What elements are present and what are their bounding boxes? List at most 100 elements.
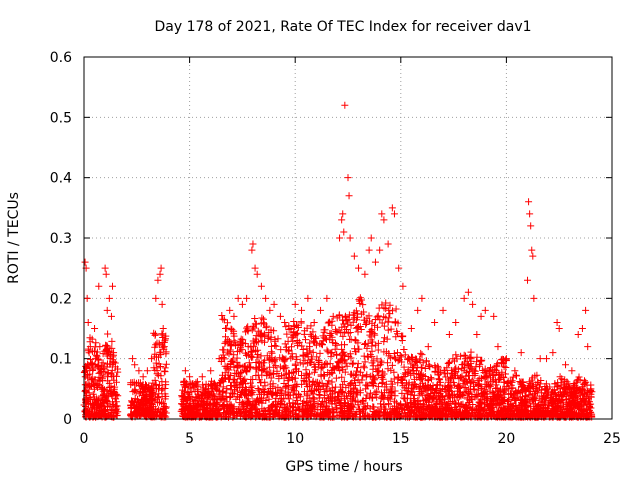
roti-point xyxy=(562,361,570,369)
roti-point xyxy=(257,282,265,290)
x-tick-label: 20 xyxy=(497,431,515,447)
y-tick-label: 0.5 xyxy=(50,110,72,126)
roti-point xyxy=(110,349,118,357)
roti-point xyxy=(481,306,489,314)
y-axis-label: ROTI / TECUs xyxy=(6,192,22,284)
roti-point xyxy=(553,318,561,326)
roti-point xyxy=(367,234,375,242)
roti-point xyxy=(215,355,223,363)
roti-point xyxy=(526,210,534,218)
y-tick-label: 0.3 xyxy=(50,231,72,247)
roti-point xyxy=(96,343,104,351)
roti-point xyxy=(524,276,532,284)
roti-point xyxy=(323,294,331,302)
roti-point xyxy=(460,294,468,302)
roti-point xyxy=(287,325,295,332)
roti-point xyxy=(388,204,396,212)
y-tick-labels: 0 0.1 0.2 0.3 0.4 0.5 0.6 xyxy=(50,50,72,428)
roti-point xyxy=(266,306,274,314)
roti-point xyxy=(192,379,200,387)
roti-point xyxy=(226,306,234,314)
y-tick-label: 0.1 xyxy=(50,352,72,368)
roti-point xyxy=(469,300,477,308)
roti-point xyxy=(464,288,472,296)
roti-point xyxy=(109,282,117,290)
roti-point xyxy=(131,361,139,369)
roti-point xyxy=(384,240,392,248)
roti-point xyxy=(230,312,238,320)
roti-point xyxy=(81,258,89,266)
roti-point xyxy=(473,331,481,339)
roti-point xyxy=(536,355,544,363)
roti-point xyxy=(414,306,422,314)
roti-point xyxy=(418,294,426,302)
roti-series xyxy=(81,101,595,393)
roti-point xyxy=(107,312,115,320)
roti-point xyxy=(350,252,358,260)
roti-point xyxy=(568,367,576,375)
roti-point xyxy=(407,325,415,332)
roti-point xyxy=(207,367,215,375)
x-tick-label: 25 xyxy=(603,431,621,447)
roti-point xyxy=(143,367,151,375)
roti-point xyxy=(395,264,403,272)
roti-point xyxy=(371,258,379,266)
roti-point xyxy=(310,318,318,326)
x-tick-label: 10 xyxy=(286,431,304,447)
roti-point xyxy=(345,192,353,200)
roti-point xyxy=(361,270,369,278)
chart-title: Day 178 of 2021, Rate Of TEC Index for r… xyxy=(154,19,531,35)
roti-point xyxy=(157,264,165,272)
y-tick-label: 0.2 xyxy=(50,291,72,307)
roti-point xyxy=(511,367,519,375)
roti-point xyxy=(399,282,407,290)
roti-point xyxy=(390,210,398,218)
plot-frame xyxy=(83,56,613,420)
roti-point xyxy=(339,210,347,218)
roti-point xyxy=(378,210,386,218)
roti-point xyxy=(530,294,538,302)
roti-point xyxy=(103,306,111,314)
roti-point xyxy=(439,306,447,314)
roti-point xyxy=(95,282,103,290)
y-tick-label: 0 xyxy=(63,412,72,428)
roti-point xyxy=(582,306,590,314)
roti-point xyxy=(158,300,166,308)
roti-point xyxy=(148,355,156,363)
roti-dense-marks xyxy=(80,294,596,421)
roti-point xyxy=(525,198,533,206)
roti-point xyxy=(578,325,586,332)
roti-point xyxy=(154,276,162,284)
roti-point xyxy=(101,264,109,272)
roti-point xyxy=(105,294,113,302)
roti-point xyxy=(253,270,261,278)
roti-point xyxy=(304,294,312,302)
roti-point xyxy=(555,325,563,332)
roti-point xyxy=(86,343,94,351)
roti-point xyxy=(238,300,246,308)
roti-point xyxy=(276,312,284,320)
roti-point xyxy=(574,331,582,339)
roti-point xyxy=(584,343,592,351)
roti-point xyxy=(281,318,289,326)
roti-point xyxy=(529,252,537,260)
roti-point xyxy=(222,325,230,332)
roti-point xyxy=(346,234,354,242)
x-tick-labels: 0 5 10 15 20 25 xyxy=(80,431,621,447)
roti-point xyxy=(549,349,557,357)
roti-point xyxy=(249,240,257,248)
y-tick-label: 0.4 xyxy=(50,171,72,187)
roti-point xyxy=(129,355,137,363)
y-tick-label: 0.6 xyxy=(50,50,72,66)
roti-point xyxy=(494,343,502,351)
roti-point xyxy=(262,294,270,302)
roti-point xyxy=(380,216,388,224)
roti-point xyxy=(234,294,242,302)
roti-point xyxy=(355,264,363,272)
roti-point xyxy=(159,325,167,332)
roti-point xyxy=(528,246,536,254)
roti-point xyxy=(340,228,348,236)
roti-point xyxy=(291,300,299,308)
roti-point xyxy=(517,349,525,357)
